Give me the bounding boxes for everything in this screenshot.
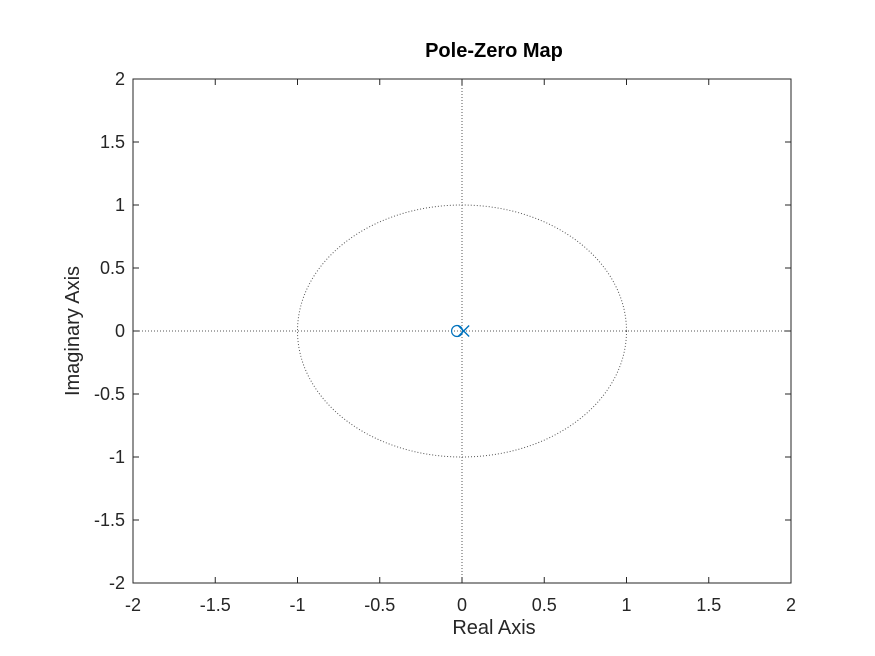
y-tick-labels: -2 -1.5 -1 -0.5 0 0.5 1 1.5 2 <box>94 69 125 593</box>
x-tick-label: 1 <box>621 595 631 615</box>
chart-title: Pole-Zero Map <box>425 40 563 62</box>
x-tick-label: 0.5 <box>532 595 557 615</box>
y-tick-label: 0 <box>115 321 125 341</box>
y-axis-label: Imaginary Axis <box>62 266 84 396</box>
x-tick-label: -1 <box>289 595 305 615</box>
x-tick-label: 0 <box>457 595 467 615</box>
x-tick-labels: -2 -1.5 -1 -0.5 0 0.5 1 1.5 2 <box>125 595 796 615</box>
x-tick-label: -0.5 <box>364 595 395 615</box>
x-tick-label: -2 <box>125 595 141 615</box>
axis-ticks <box>132 78 792 584</box>
y-tick-label: 0.5 <box>100 258 125 278</box>
markers <box>450 324 470 338</box>
x-tick-label: 2 <box>786 595 796 615</box>
y-tick-label: -2 <box>109 573 125 593</box>
pole-marker <box>457 325 470 337</box>
x-tick-label: 1.5 <box>696 595 721 615</box>
y-tick-label: 2 <box>115 69 125 89</box>
y-tick-label: -0.5 <box>94 384 125 404</box>
x-tick-label: -1.5 <box>200 595 231 615</box>
zero-marker <box>450 324 464 338</box>
y-tick-label: 1 <box>115 195 125 215</box>
y-tick-label: -1.5 <box>94 510 125 530</box>
unit-circle <box>297 204 627 458</box>
y-tick-label: -1 <box>109 447 125 467</box>
y-tick-label: 1.5 <box>100 132 125 152</box>
x-axis-label: Real Axis <box>452 617 535 639</box>
